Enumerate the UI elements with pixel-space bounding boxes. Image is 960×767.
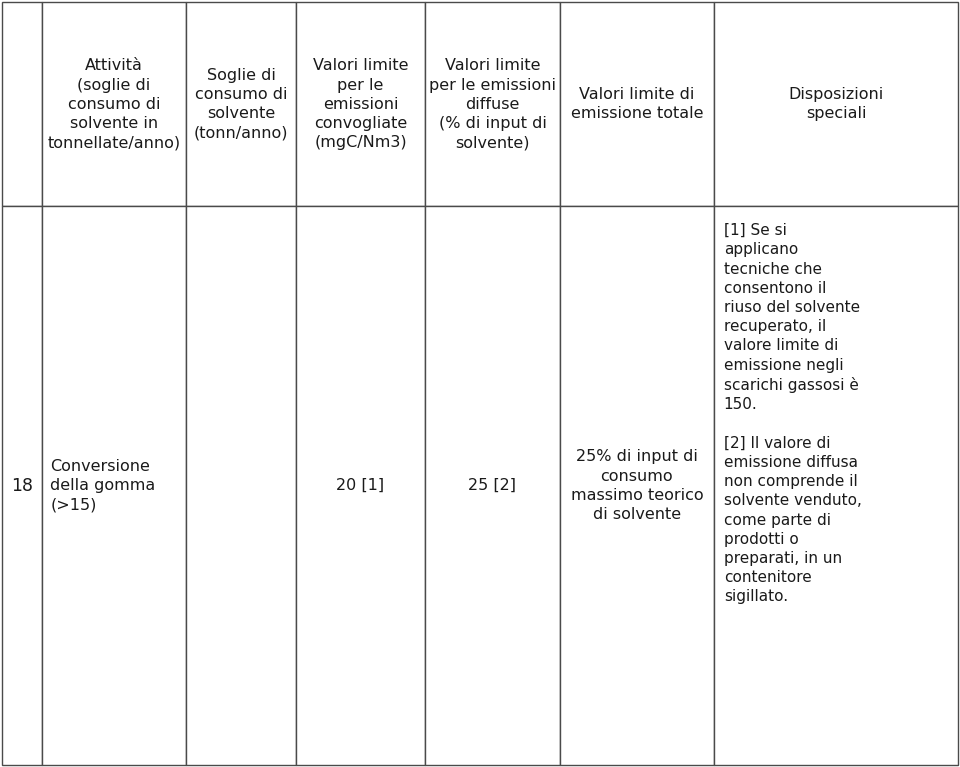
Bar — [296, 206, 425, 765]
Bar — [42, 206, 186, 765]
Text: 25 [2]: 25 [2] — [468, 479, 516, 493]
Bar — [2, 206, 42, 765]
Text: 25% di input di
consumo
massimo teorico
di solvente: 25% di input di consumo massimo teorico … — [570, 449, 703, 522]
Bar — [425, 206, 560, 765]
Bar — [296, 2, 425, 206]
Bar — [714, 2, 958, 206]
Text: 20 [1]: 20 [1] — [336, 479, 385, 493]
Bar — [186, 2, 296, 206]
Bar — [186, 206, 296, 765]
Bar — [42, 2, 186, 206]
Text: [1] Se si
applicano
tecniche che
consentono il
riuso del solvente
recuperato, il: [1] Se si applicano tecniche che consent… — [724, 223, 862, 604]
Bar — [560, 2, 714, 206]
Text: Attività
(soglie di
consumo di
solvente in
tonnellate/anno): Attività (soglie di consumo di solvente … — [47, 58, 180, 150]
Text: 18: 18 — [11, 477, 33, 495]
Text: Valori limite
per le emissioni
diffuse
(% di input di
solvente): Valori limite per le emissioni diffuse (… — [429, 58, 556, 150]
Bar — [2, 2, 42, 206]
Bar — [425, 2, 560, 206]
Text: Conversione
della gomma
(>15): Conversione della gomma (>15) — [51, 459, 156, 512]
Text: Soglie di
consumo di
solvente
(tonn/anno): Soglie di consumo di solvente (tonn/anno… — [194, 68, 288, 140]
Text: Valori limite di
emissione totale: Valori limite di emissione totale — [570, 87, 703, 121]
Bar — [560, 206, 714, 765]
Text: Disposizioni
speciali: Disposizioni speciali — [788, 87, 883, 121]
Text: Valori limite
per le
emissioni
convogliate
(mgC/Nm3): Valori limite per le emissioni convoglia… — [313, 58, 408, 150]
Bar — [714, 206, 958, 765]
